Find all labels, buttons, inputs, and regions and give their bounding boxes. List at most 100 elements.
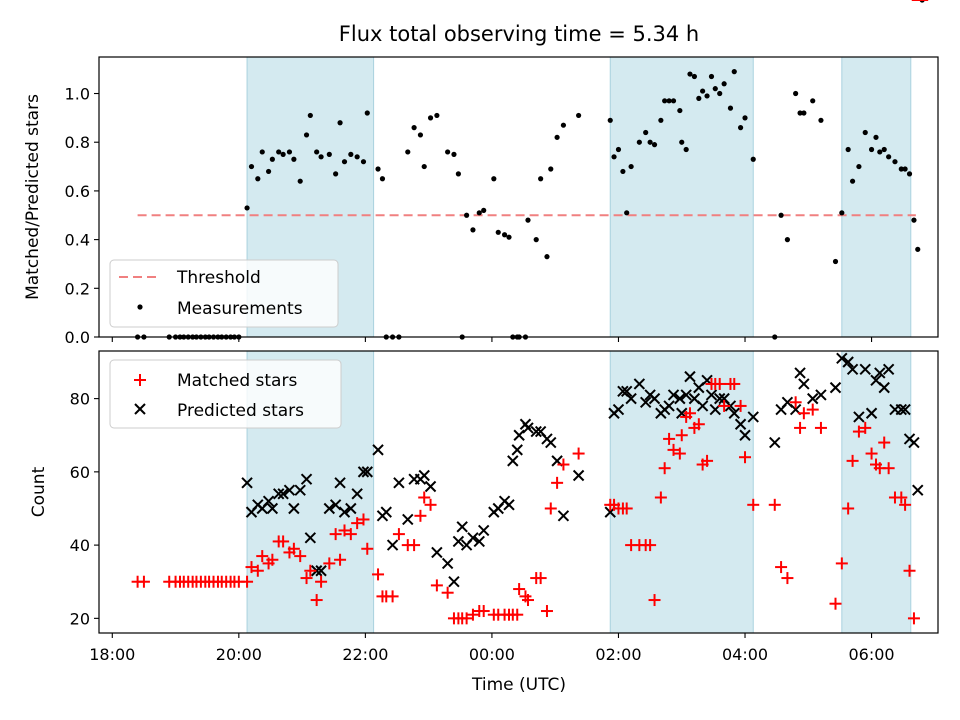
bottom-x-ticks: 18:00 20:00 22:00 00:00 02:00 04:00 06:00 bbox=[89, 633, 895, 664]
legend-matched-swatch bbox=[134, 374, 146, 386]
matched-point bbox=[739, 451, 752, 464]
predicted-point bbox=[402, 513, 414, 526]
measurement-point bbox=[727, 105, 734, 111]
measurement-point bbox=[647, 139, 653, 145]
matched-point bbox=[899, 498, 912, 511]
matched-point bbox=[829, 597, 842, 610]
predicted-point bbox=[696, 400, 709, 412]
matched-point bbox=[859, 421, 872, 434]
measurement-point bbox=[915, 246, 921, 252]
matched-point bbox=[386, 590, 399, 603]
predicted-point bbox=[714, 392, 726, 405]
matched-point bbox=[540, 605, 553, 618]
predicted-point bbox=[507, 455, 519, 467]
predicted-point bbox=[272, 488, 285, 500]
predicted-point bbox=[431, 546, 443, 559]
matched-point bbox=[572, 447, 585, 460]
y-tick-label: 0.4 bbox=[65, 231, 90, 250]
measurement-point bbox=[898, 166, 904, 172]
matched-point bbox=[256, 550, 269, 563]
predicted-point bbox=[467, 532, 479, 544]
matched-point bbox=[852, 425, 865, 438]
measurement-point bbox=[451, 151, 457, 157]
y-tick-label: 40 bbox=[70, 536, 90, 555]
measurement-point bbox=[832, 258, 839, 265]
predicted-point bbox=[351, 488, 363, 500]
predicted-point bbox=[241, 477, 253, 489]
measurement-point bbox=[845, 146, 851, 153]
measurement-point bbox=[276, 149, 282, 155]
measurement-point bbox=[862, 129, 868, 136]
predicted-point bbox=[815, 389, 827, 401]
measurement-point bbox=[873, 134, 879, 140]
top-shaded-regions bbox=[246, 57, 912, 337]
measurement-point bbox=[886, 154, 892, 160]
matched-point bbox=[789, 396, 802, 409]
x-axis-label: Time (UTC) bbox=[471, 675, 566, 695]
predicted-point bbox=[338, 506, 351, 518]
predicted-point bbox=[310, 565, 323, 577]
x-tick-label: 20:00 bbox=[216, 645, 262, 664]
matched-point bbox=[334, 553, 347, 566]
measurement-point bbox=[417, 132, 424, 138]
measurement-point bbox=[700, 88, 706, 94]
measurement-point bbox=[658, 117, 664, 123]
matched-point bbox=[557, 458, 570, 471]
predicted-point bbox=[266, 502, 279, 515]
predicted-point bbox=[323, 502, 336, 515]
matched-point bbox=[418, 491, 431, 504]
matched-point bbox=[658, 462, 671, 475]
measurement-point bbox=[737, 125, 744, 131]
predicted-point bbox=[288, 502, 300, 515]
predicted-point bbox=[620, 385, 633, 397]
measurement-point bbox=[881, 146, 887, 153]
predicted-point bbox=[747, 411, 759, 423]
measurement-point bbox=[784, 237, 791, 243]
measurement-point bbox=[360, 159, 367, 165]
predicted-point bbox=[424, 480, 437, 493]
matched-point bbox=[408, 539, 421, 552]
matched-point bbox=[794, 421, 807, 434]
predicted-point bbox=[334, 477, 346, 489]
predicted-point bbox=[684, 370, 696, 383]
measurement-point bbox=[911, 217, 917, 223]
measurement-point bbox=[687, 71, 693, 77]
measurement-point bbox=[892, 159, 898, 165]
matched-point bbox=[277, 535, 290, 548]
predicted-point bbox=[386, 539, 399, 551]
matched-point bbox=[701, 454, 714, 467]
predicted-point bbox=[380, 506, 392, 518]
top-y-ticks: 0.0 0.2 0.4 0.6 0.8 1.0 bbox=[65, 85, 99, 347]
matched-point bbox=[477, 605, 490, 618]
measurement-point bbox=[354, 154, 360, 160]
measurement-point bbox=[421, 163, 427, 170]
matched-point bbox=[648, 594, 661, 607]
predicted-point bbox=[807, 392, 819, 405]
measurements-series bbox=[134, 0, 925, 340]
measurement-point bbox=[326, 151, 332, 157]
matched-point bbox=[513, 583, 526, 596]
matched-point bbox=[713, 377, 726, 390]
predicted-point bbox=[511, 444, 523, 456]
measurement-point bbox=[255, 176, 261, 182]
predicted-point bbox=[283, 484, 296, 496]
measurement-point bbox=[651, 142, 658, 148]
matched-point bbox=[251, 564, 264, 577]
predicted-point bbox=[441, 557, 454, 570]
matched-point bbox=[372, 568, 385, 581]
matched-point bbox=[544, 502, 557, 515]
measurement-point bbox=[628, 163, 634, 170]
matched-point bbox=[300, 572, 313, 585]
measurement-point bbox=[405, 149, 411, 155]
measurement-point bbox=[259, 149, 265, 155]
matched-point bbox=[675, 429, 688, 442]
predicted-point bbox=[769, 436, 781, 449]
predicted-point bbox=[345, 502, 357, 515]
top-legend: Threshold Measurements bbox=[109, 259, 339, 328]
bottom-shaded-regions bbox=[246, 351, 912, 633]
measurement-point bbox=[307, 112, 313, 119]
x-tick-label: 22:00 bbox=[342, 645, 388, 664]
measurement-point bbox=[849, 178, 856, 184]
matched-point bbox=[392, 528, 405, 541]
predicted-point bbox=[878, 381, 890, 394]
